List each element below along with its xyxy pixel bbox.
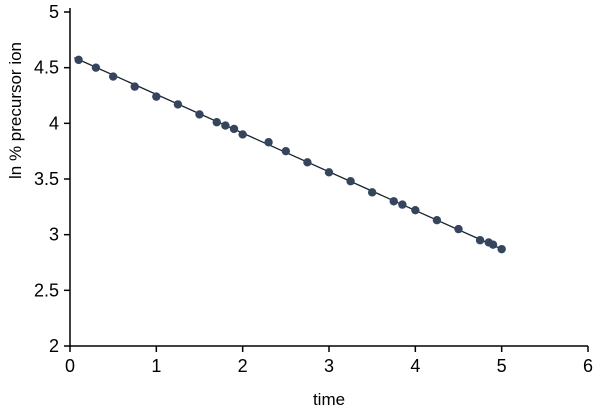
data-point — [303, 158, 312, 167]
data-point — [195, 110, 204, 119]
data-point — [454, 224, 463, 234]
data-point — [74, 55, 83, 65]
x-axis-title: time — [312, 390, 346, 409]
data-point — [238, 130, 247, 139]
data-point — [91, 63, 101, 72]
data-point — [324, 168, 334, 177]
data-point — [367, 188, 377, 197]
y-tick-label: 2.5 — [34, 280, 59, 300]
data-point — [281, 146, 291, 156]
x-tick-label: 5 — [497, 356, 507, 376]
data-point — [221, 121, 230, 130]
x-tick-label: 2 — [238, 356, 248, 376]
y-tick-label: 3.5 — [34, 169, 59, 189]
data-point — [389, 197, 398, 206]
x-tick-label: 0 — [65, 356, 75, 376]
data-point — [475, 236, 485, 245]
data-point — [488, 240, 498, 249]
data-point — [229, 124, 239, 134]
data-point — [108, 72, 118, 81]
y-tick-label: 2 — [49, 336, 59, 356]
x-tick-label: 3 — [324, 356, 334, 376]
y-tick-label: 4 — [49, 113, 59, 133]
data-point — [264, 138, 273, 147]
data-point — [497, 244, 506, 254]
data-point — [346, 177, 355, 186]
data-point — [398, 200, 407, 209]
data-point — [152, 92, 161, 101]
data-point — [411, 205, 420, 215]
data-point — [212, 118, 221, 127]
x-tick-label: 6 — [583, 356, 593, 376]
data-point — [130, 82, 139, 91]
data-point — [432, 215, 442, 225]
y-tick-label: 4.5 — [34, 58, 59, 78]
x-tick-label: 4 — [410, 356, 420, 376]
data-point — [173, 100, 183, 109]
x-tick-label: 1 — [151, 356, 161, 376]
y-tick-label: 5 — [49, 2, 59, 22]
y-tick-label: 3 — [49, 225, 59, 245]
